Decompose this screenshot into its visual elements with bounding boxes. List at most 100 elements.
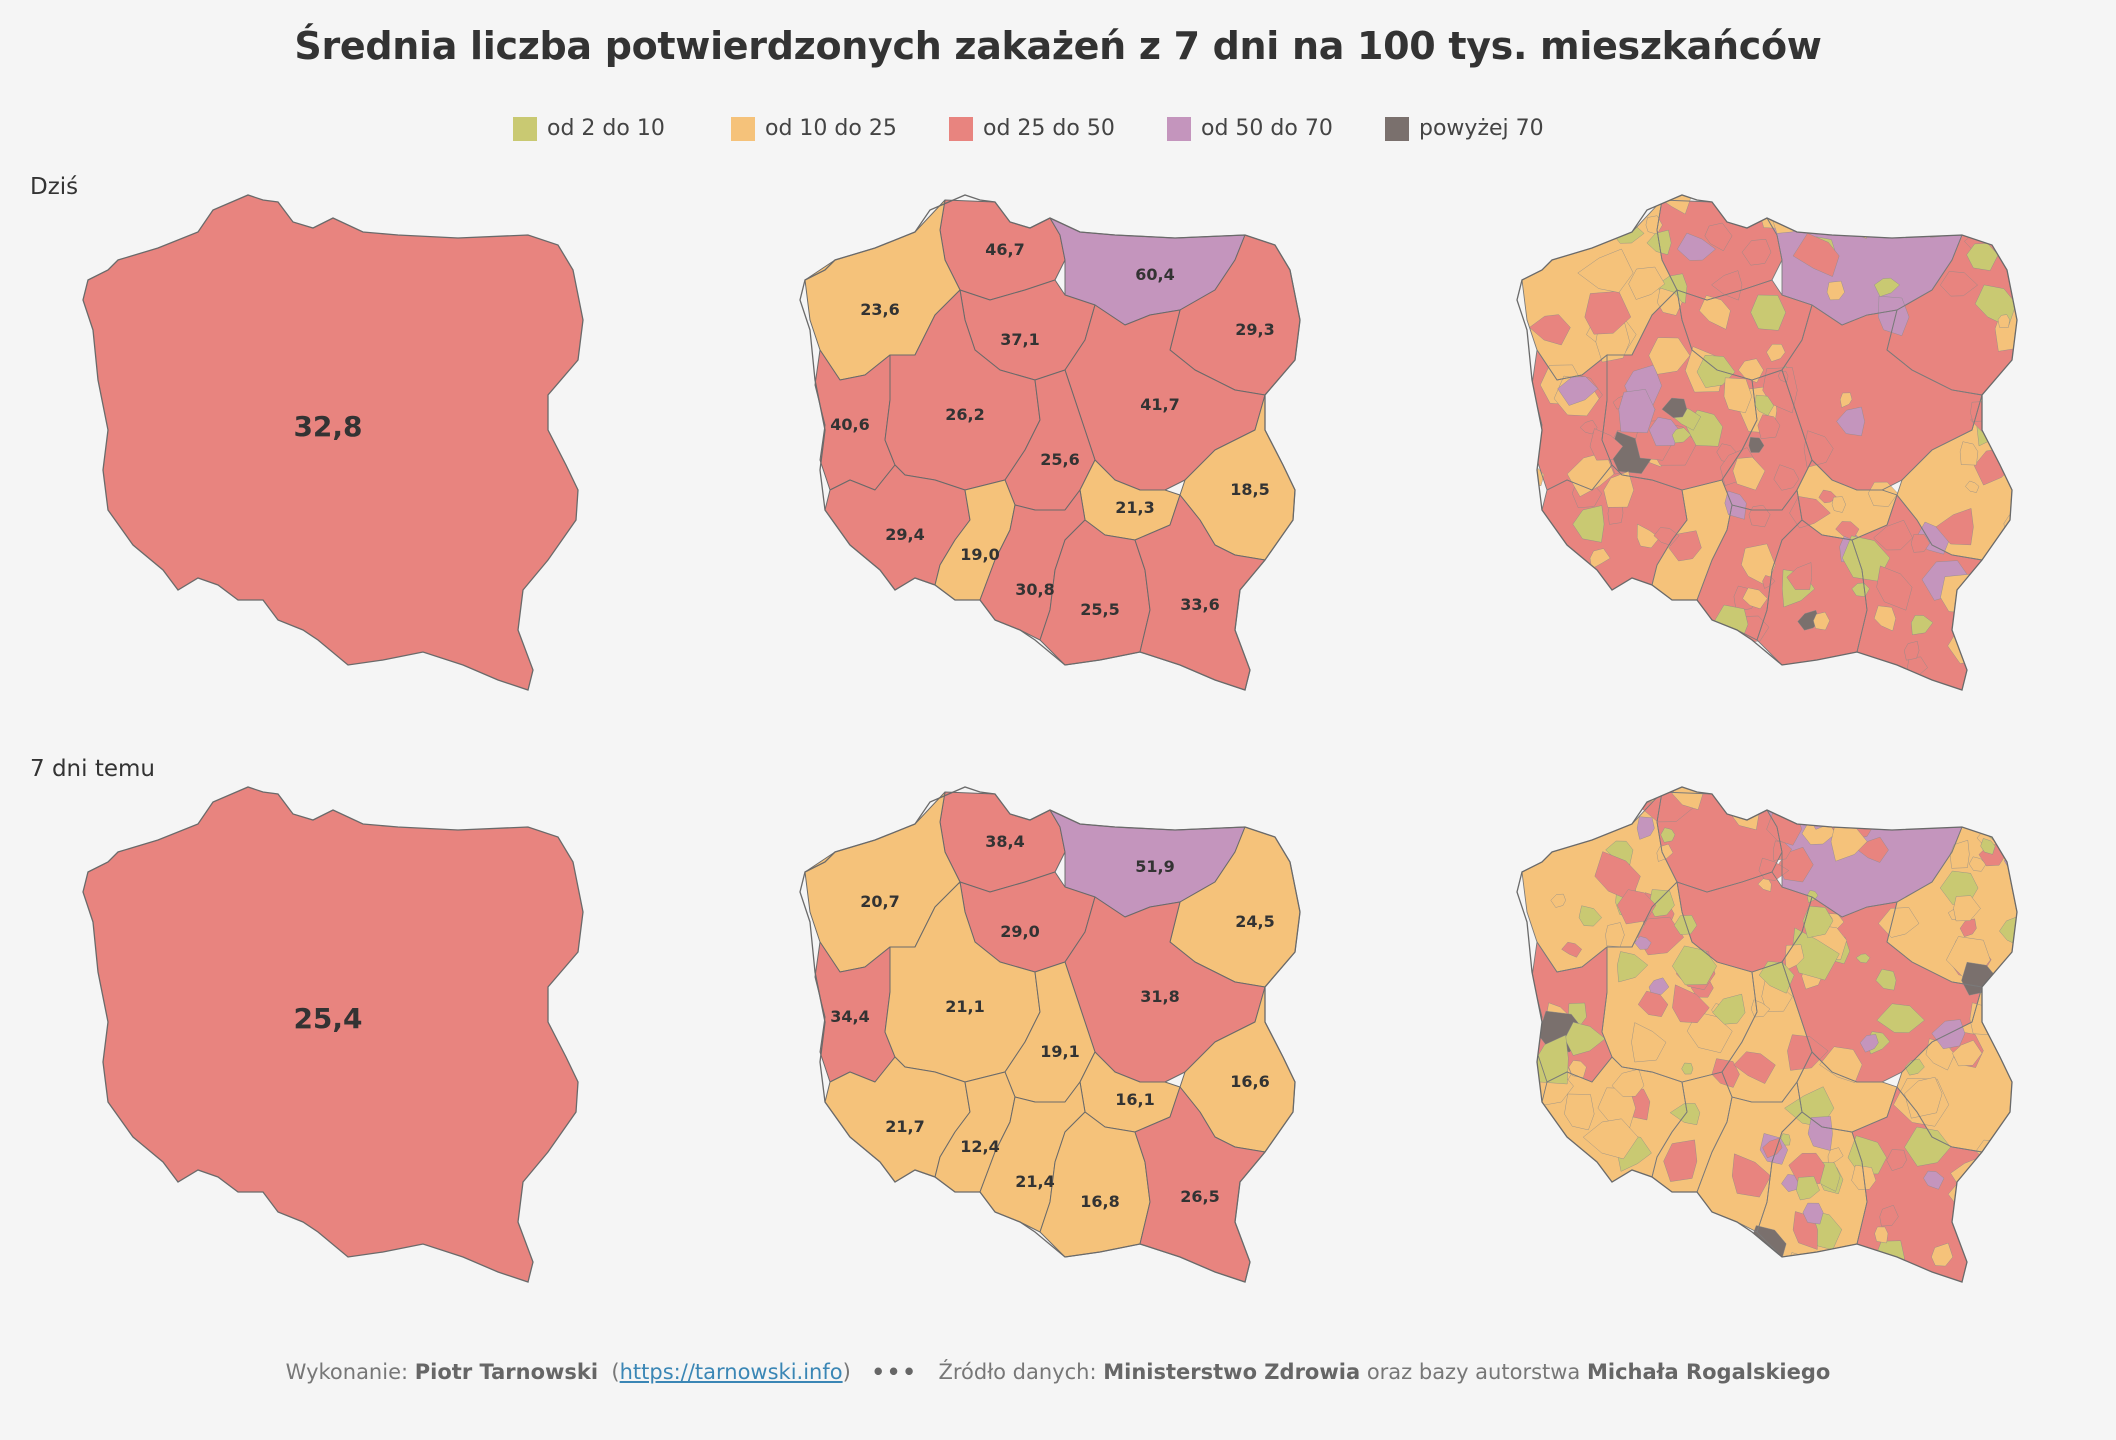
county-base-zachodniopomorskie	[1522, 792, 1677, 972]
county-cell	[1953, 895, 1981, 922]
county-cell	[1590, 616, 1634, 653]
county-cell	[1748, 437, 1765, 453]
voivodeship-value-slaskie: 30,8	[1015, 580, 1054, 599]
county-cell	[1561, 1173, 1602, 1211]
county-cell	[1648, 977, 1670, 997]
voivodeship-value-kujawsko-pomorskie: 29,0	[1000, 922, 1039, 941]
county-cell	[1677, 232, 1716, 261]
county-cell	[1568, 569, 1603, 605]
legend-item-2: od 25 do 50	[949, 116, 1167, 141]
county-cell	[1654, 1243, 1675, 1266]
county-cell	[1762, 1137, 1783, 1159]
poland-outline	[799, 194, 1301, 691]
county-cell	[1859, 1034, 1879, 1053]
county-cell	[1847, 1135, 1887, 1175]
county-cell	[1959, 918, 1977, 937]
county-cell	[1802, 1202, 1824, 1225]
poland-outline	[1516, 786, 2018, 1283]
county-cell	[1923, 208, 1958, 238]
county-cell	[1577, 248, 1634, 293]
county-cell	[1787, 1034, 1829, 1071]
county-cell	[1653, 527, 1680, 546]
legend-label: od 25 do 50	[983, 116, 1115, 141]
county-cell	[1999, 673, 2017, 690]
county-cell	[1826, 280, 1845, 301]
county-cell	[1802, 905, 1834, 939]
county-cell	[1927, 787, 1959, 814]
county-cell	[1731, 1153, 1772, 1198]
legend-item-1: od 10 do 25	[731, 116, 949, 141]
legend-label: od 50 do 70	[1201, 116, 1333, 141]
county-cell	[1564, 1093, 1595, 1131]
county-cell	[1733, 1051, 1776, 1084]
county-cell	[1605, 922, 1625, 948]
legend-label: od 2 do 10	[547, 116, 665, 141]
county-cell	[1552, 1230, 1572, 1249]
legend-label: od 10 do 25	[765, 116, 897, 141]
county-cell	[1682, 1248, 1726, 1282]
legend-label: powyżej 70	[1419, 116, 1544, 141]
county-base-kujawsko-pomorskie	[1677, 872, 1812, 972]
county-cell	[1786, 562, 1813, 590]
county-cell	[1813, 611, 1830, 631]
voivodeship-value-zachodniopomorskie: 23,6	[860, 300, 899, 319]
county-cell	[1636, 523, 1660, 549]
county-cell	[1970, 401, 1987, 422]
county-cell	[1874, 277, 1900, 297]
county-cell	[1550, 893, 1566, 908]
voivodeship-value-podlaskie: 24,5	[1235, 912, 1274, 931]
county-cell	[1874, 1226, 1889, 1244]
county-cell	[1968, 856, 1987, 872]
county-cell	[1846, 213, 1870, 239]
county-cell	[1997, 575, 2017, 612]
county-base-podlaskie	[1887, 235, 2017, 395]
county-cell	[1661, 397, 1688, 418]
county-cell	[1754, 196, 1784, 217]
county-cell	[1648, 337, 1691, 375]
county-cell	[1738, 358, 1764, 383]
county-map-svg	[1516, 786, 2018, 1283]
voivodeship-value-warminsko-mazurskie: 51,9	[1135, 857, 1174, 876]
county-cell	[1773, 464, 1800, 491]
poland-outline	[799, 786, 1301, 1283]
county-cell	[1589, 548, 1611, 570]
county-cell	[1605, 840, 1634, 865]
county-cell	[1855, 953, 1871, 964]
county-cell	[1836, 406, 1865, 437]
county-cell	[1548, 1188, 1574, 1219]
county-cell	[1819, 1046, 1863, 1083]
county-cell	[1517, 195, 1552, 217]
county-cell	[1878, 907, 1920, 938]
county-cell	[1797, 610, 1820, 631]
national-map-svg: 25,4	[82, 786, 584, 1283]
county-cell	[1952, 1040, 1983, 1067]
voivodeship-value-swietokrzyskie: 16,1	[1115, 1090, 1154, 1109]
legend-swatch	[513, 116, 537, 141]
county-cell	[1517, 402, 1539, 426]
county-cell	[1975, 1254, 1989, 1266]
county-cell	[1981, 200, 2017, 243]
county-cell	[1903, 641, 1920, 661]
county-cell	[1959, 441, 1979, 466]
voivodeship-value-podlaskie: 29,3	[1235, 320, 1274, 339]
legend-swatch	[731, 116, 755, 141]
county-cell	[1867, 481, 1899, 507]
county-cell	[1831, 496, 1846, 513]
county-cell	[1673, 915, 1698, 935]
footer-link[interactable]: https://tarnowski.info	[619, 1360, 843, 1384]
county-cell	[1589, 428, 1624, 461]
national-value-label: 25,4	[293, 1002, 362, 1035]
voivodeship-map-week-ago: 38,4 20,7 51,9 24,5 29,0 34,4 21,1 31,8 19,1 16,6…	[795, 782, 1355, 1332]
voivodeship-value-warminsko-mazurskie: 60,4	[1135, 265, 1174, 284]
county-cell	[1911, 615, 1934, 636]
voivodeship-value-slaskie: 21,4	[1015, 1172, 1054, 1191]
county-cell	[1601, 635, 1647, 677]
voivodeship-value-lubelskie: 18,5	[1230, 480, 1269, 499]
county-cell	[1796, 1176, 1820, 1201]
county-cell	[1568, 1060, 1587, 1078]
county-cell	[1622, 803, 1634, 816]
county-cell	[1588, 1255, 1618, 1282]
county-cell	[1672, 984, 1710, 1024]
county-base-mazowieckie	[1782, 305, 1982, 490]
county-cell	[1771, 207, 1799, 234]
